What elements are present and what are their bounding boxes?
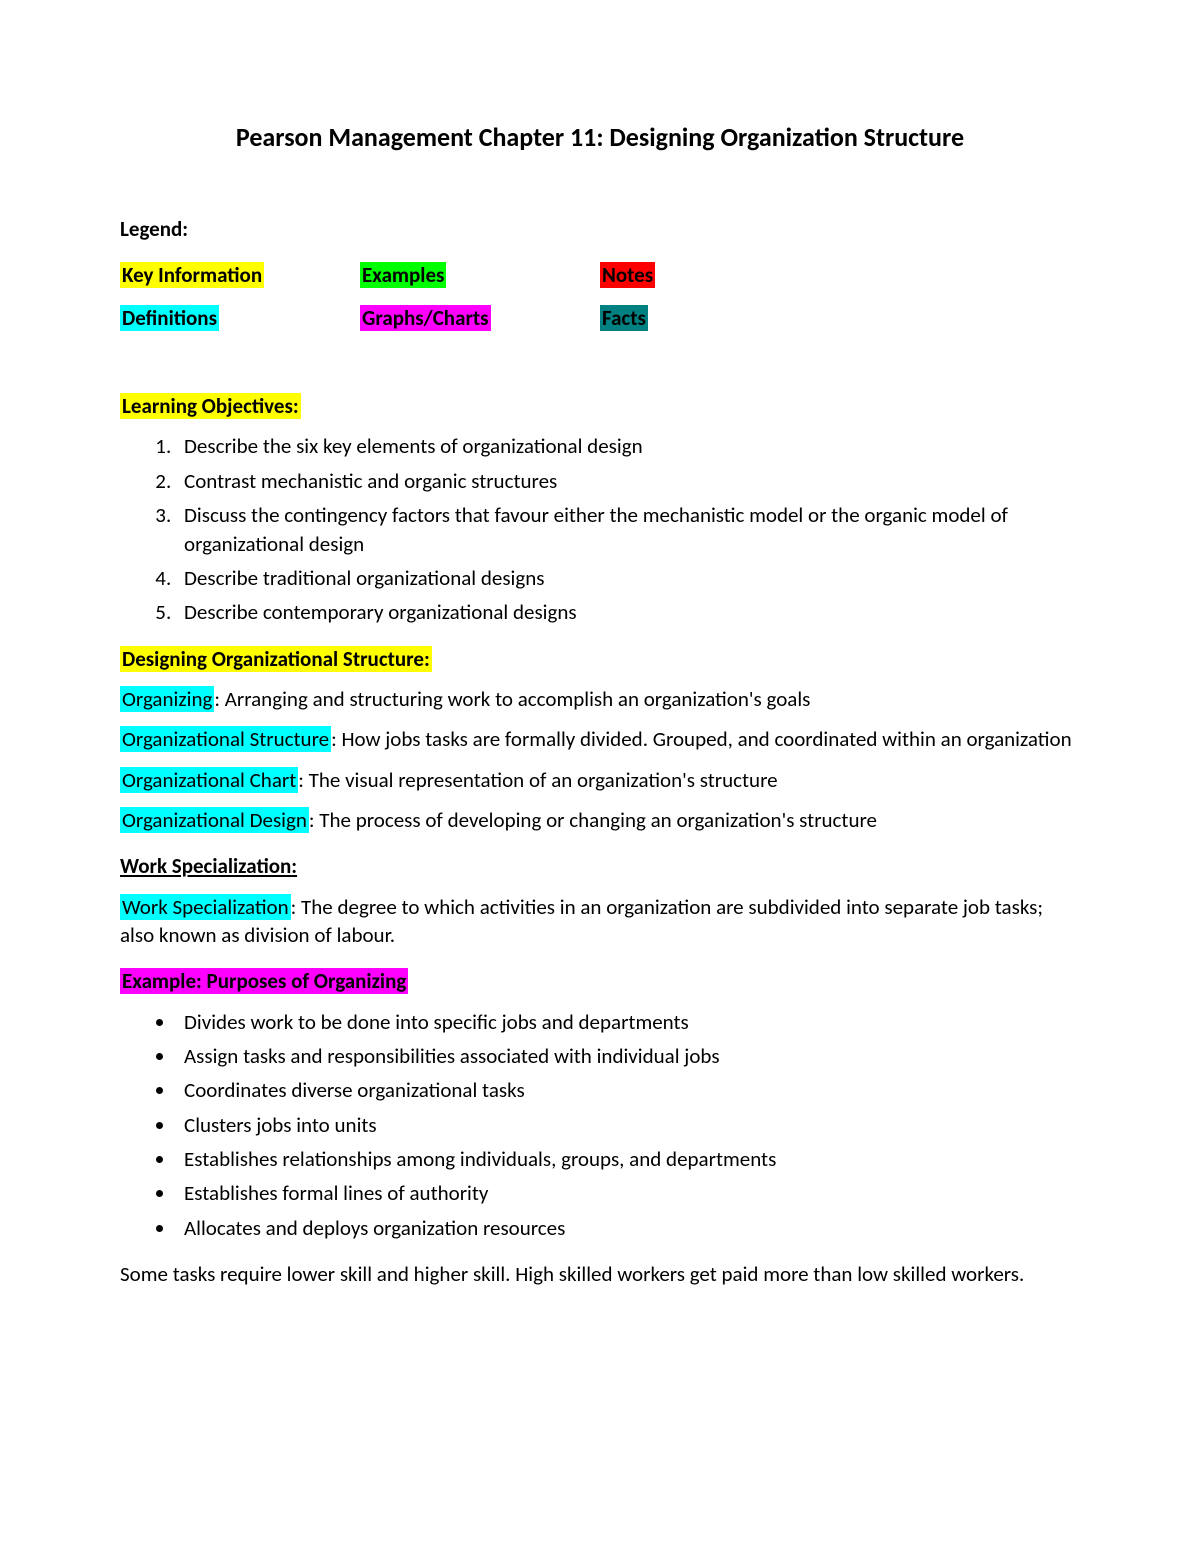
list-item: Describe traditional organizational desi…: [176, 564, 1080, 592]
definition-term: Work Specialization: [120, 894, 291, 920]
learning-objectives-heading: Learning Objectives:: [120, 392, 1080, 420]
definition-organizing: Organizing: Arranging and structuring wo…: [120, 685, 1080, 713]
definition-org-chart: Organizational Chart: The visual represe…: [120, 766, 1080, 794]
legend-item: Key Information: [120, 261, 360, 289]
list-item: Allocates and deploys organization resou…: [176, 1214, 1080, 1242]
learning-objectives-list: Describe the six key elements of organiz…: [120, 432, 1080, 626]
heading-highlight: Designing Organizational Structure:: [120, 646, 432, 672]
legend-item: Examples: [360, 261, 600, 289]
legend-item: Graphs/Charts: [360, 304, 600, 332]
work-specialization-heading: Work Specialization:: [120, 852, 1080, 880]
example-heading: Example: Purposes of Organizing: [120, 967, 1080, 995]
list-item: Establishes relationships among individu…: [176, 1145, 1080, 1173]
list-item: Describe contemporary organizational des…: [176, 598, 1080, 626]
legend-key-information: Key Information: [120, 262, 264, 288]
legend-definitions: Definitions: [120, 305, 219, 331]
definition-text: : How jobs tasks are formally divided. G…: [331, 726, 1072, 752]
legend-graphs-charts: Graphs/Charts: [360, 305, 491, 331]
purposes-list: Divides work to be done into specific jo…: [120, 1008, 1080, 1242]
definition-term: Organizational Chart: [120, 767, 298, 793]
legend-examples: Examples: [360, 262, 446, 288]
definition-org-design: Organizational Design: The process of de…: [120, 806, 1080, 834]
legend-item: Notes: [600, 261, 800, 289]
legend-notes: Notes: [600, 262, 655, 288]
definition-term: Organizing: [120, 686, 214, 712]
document-page: Pearson Management Chapter 11: Designing…: [0, 0, 1200, 1400]
list-item: Divides work to be done into specific jo…: [176, 1008, 1080, 1036]
heading-highlight: Learning Objectives:: [120, 393, 301, 419]
legend-facts: Facts: [600, 305, 648, 331]
definition-text: : The process of developing or changing …: [309, 807, 877, 833]
list-item: Assign tasks and responsibilities associ…: [176, 1042, 1080, 1070]
legend-item: Definitions: [120, 304, 360, 332]
definition-text: : Arranging and structuring work to acco…: [214, 686, 810, 712]
list-item: Contrast mechanistic and organic structu…: [176, 467, 1080, 495]
definition-text: : The visual representation of an organi…: [298, 767, 777, 793]
list-item: Establishes formal lines of authority: [176, 1179, 1080, 1207]
legend-label: Legend:: [120, 215, 1080, 243]
list-item: Coordinates diverse organizational tasks: [176, 1076, 1080, 1104]
list-item: Discuss the contingency factors that fav…: [176, 501, 1080, 558]
legend-grid: Key Information Examples Notes Definitio…: [120, 261, 1080, 332]
definition-org-structure: Organizational Structure: How jobs tasks…: [120, 725, 1080, 753]
legend-item: Facts: [600, 304, 800, 332]
closing-paragraph: Some tasks require lower skill and highe…: [120, 1260, 1080, 1288]
design-structure-heading: Designing Organizational Structure:: [120, 645, 1080, 673]
heading-highlight: Example: Purposes of Organizing: [120, 968, 408, 994]
list-item: Describe the six key elements of organiz…: [176, 432, 1080, 460]
definition-term: Organizational Structure: [120, 726, 331, 752]
definition-work-specialization: Work Specialization: The degree to which…: [120, 893, 1080, 950]
list-item: Clusters jobs into units: [176, 1111, 1080, 1139]
page-title: Pearson Management Chapter 11: Designing…: [120, 120, 1080, 155]
definition-term: Organizational Design: [120, 807, 309, 833]
